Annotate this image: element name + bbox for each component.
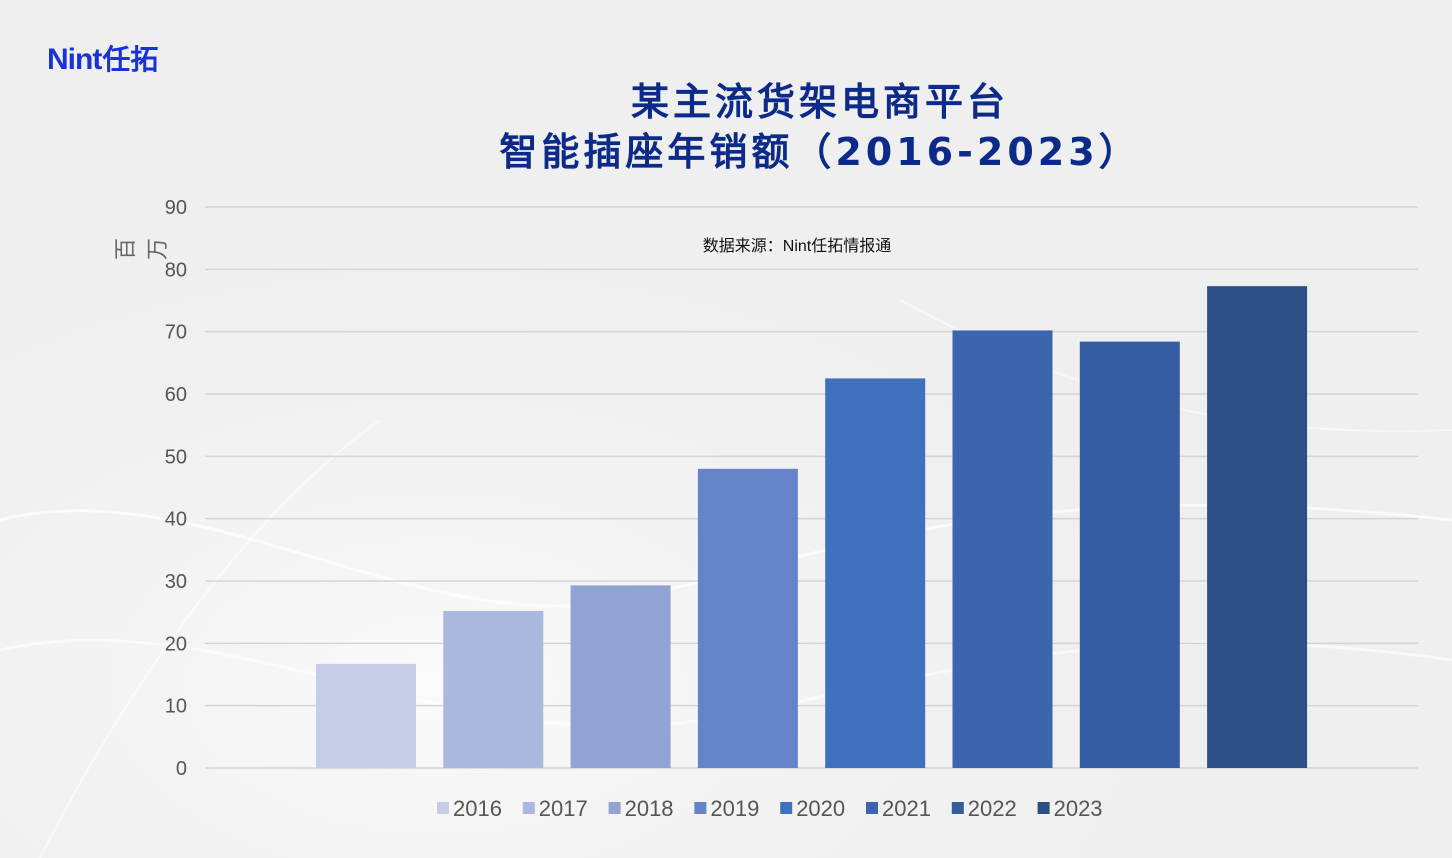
legend-swatch-2020 — [780, 802, 793, 814]
legend-label-2022: 2022 — [968, 796, 1017, 821]
y-tick-label: 70 — [165, 322, 187, 344]
y-tick-label: 20 — [165, 633, 187, 655]
legend-swatch-2018 — [608, 802, 621, 814]
brand-logo: Nint 任拓 — [47, 38, 158, 78]
y-tick-label: 90 — [165, 197, 187, 219]
legend-label-2020: 2020 — [796, 796, 845, 821]
legend-label-2019: 2019 — [710, 796, 759, 821]
chart-title-line1: 某主流货架电商平台 — [630, 80, 1009, 124]
bar-2022 — [1079, 341, 1180, 768]
data-source-note: 数据来源：Nint任拓情报通 — [702, 238, 892, 255]
y-tick-label: 40 — [165, 509, 187, 531]
bar-2021 — [952, 330, 1053, 768]
legend-swatch-2019 — [694, 802, 707, 814]
y-tick-label: 80 — [165, 259, 187, 281]
y-tick-label: 0 — [176, 758, 187, 780]
y-tick-label: 50 — [165, 446, 187, 468]
legend-label-2017: 2017 — [539, 796, 588, 821]
y-tick-label: 10 — [165, 696, 187, 718]
bar-2018 — [570, 585, 671, 768]
legend-swatch-2016 — [437, 802, 449, 814]
bar-2023 — [1207, 286, 1308, 768]
y-tick-label: 60 — [165, 384, 187, 406]
logo-text-latin: Nint — [47, 43, 102, 76]
y-tick-label: 30 — [165, 571, 187, 593]
legend-swatch-2023 — [1037, 802, 1050, 814]
bar-2017 — [443, 610, 544, 768]
bar-2019 — [697, 468, 798, 768]
bar-2020 — [825, 378, 926, 768]
chart-title-line2: 智能插座年销额（2016-2023） — [499, 130, 1141, 174]
legend-label-2023: 2023 — [1054, 796, 1103, 821]
legend-label-2018: 2018 — [625, 796, 674, 821]
legend-label-2021: 2021 — [882, 796, 931, 821]
logo-text-cjk: 任拓 — [102, 43, 159, 76]
legend-swatch-2017 — [522, 802, 535, 814]
legend-label-2016: 2016 — [453, 796, 502, 821]
legend-swatch-2021 — [866, 802, 878, 814]
bar-2016 — [316, 663, 416, 768]
legend-swatch-2022 — [951, 802, 964, 814]
